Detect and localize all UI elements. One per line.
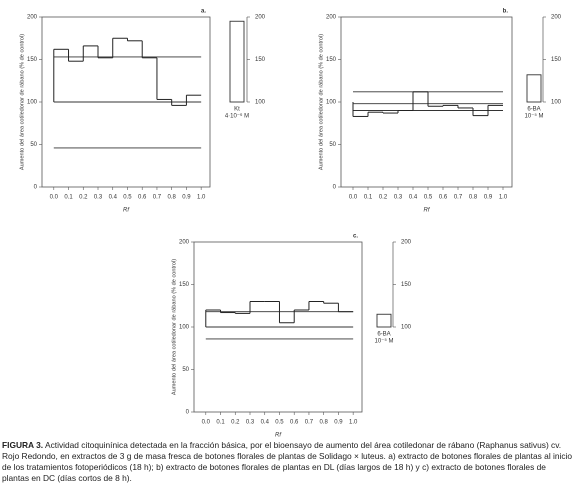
panel-label: c. <box>353 234 358 240</box>
y-tick-label: 200 <box>179 240 190 246</box>
x-axis-label: Rf <box>275 433 282 439</box>
x-tick-label: 0.9 <box>484 195 493 201</box>
x-tick-label: 0.3 <box>94 195 103 201</box>
x-tick-label: 0.5 <box>424 195 433 201</box>
x-tick-label: 0.8 <box>320 420 329 426</box>
y-tick-label: 100 <box>27 100 38 106</box>
standard-concentration: 10⁻⁵ M <box>375 338 394 345</box>
y-tick-label: 150 <box>27 57 38 63</box>
standard-bar <box>229 20 245 103</box>
x-tick-label: 0.4 <box>261 420 270 426</box>
y-axis-label: Aumento del área cotiledonar de rábano (… <box>318 34 324 170</box>
y-tick-label: 150 <box>179 282 190 288</box>
x-tick-label: 0.0 <box>202 420 211 426</box>
x-tick-label: 0.8 <box>469 195 478 201</box>
x-tick-label: 0.7 <box>153 195 162 201</box>
standard-bar <box>376 313 392 328</box>
y2-tick-label: 200 <box>255 15 266 21</box>
x-tick-label: 0.5 <box>123 195 132 201</box>
y-tick-label: 50 <box>182 367 189 373</box>
standard-name: Kt <box>234 107 240 113</box>
y-tick-label: 100 <box>326 100 337 106</box>
x-tick-label: 0.0 <box>349 195 358 201</box>
x-tick-label: 0.1 <box>64 195 73 201</box>
y-tick-label: 50 <box>329 142 336 148</box>
x-tick-label: 0.3 <box>394 195 403 201</box>
x-tick-label: 1.0 <box>349 420 358 426</box>
x-tick-label: 0.6 <box>439 195 448 201</box>
x-tick-label: 0.9 <box>334 420 343 426</box>
y2-tick-label: 150 <box>551 57 562 63</box>
x-tick-label: 0.7 <box>454 195 463 201</box>
x-tick-label: 0.3 <box>246 420 255 426</box>
x-tick-label: 0.2 <box>231 420 240 426</box>
y-tick-label: 50 <box>30 142 37 148</box>
x-tick-label: 0.2 <box>379 195 388 201</box>
y2-tick-label: 150 <box>401 282 412 288</box>
y2-tick-label: 150 <box>255 57 266 63</box>
y-tick-label: 0 <box>34 185 38 191</box>
standard-concentration: 4·10⁻⁶ M <box>225 113 249 120</box>
standard-bar <box>526 74 542 103</box>
y2-tick-label: 100 <box>255 100 266 106</box>
y-tick-label: 150 <box>326 57 337 63</box>
x-tick-label: 1.0 <box>197 195 206 201</box>
x-tick-label: 0.4 <box>409 195 418 201</box>
x-tick-label: 0.8 <box>168 195 177 201</box>
caption: Actividad citoquinínica detectada en la … <box>2 440 573 483</box>
standard-name: 6-BA <box>527 107 540 113</box>
panels: a. 0 50 100 150 200 0.0 0.1 0.2 0.3 0.4 0.5 0.6 0.7 0.… <box>19 9 562 439</box>
y2-tick-label: 100 <box>551 100 562 106</box>
y-tick-label: 200 <box>326 15 337 21</box>
panel-label: b. <box>503 9 509 15</box>
panel-label: a. <box>201 9 206 15</box>
x-tick-label: 0.5 <box>275 420 284 426</box>
y-tick-label: 0 <box>186 410 190 416</box>
x-axis-label: Rf <box>123 208 130 214</box>
standard-concentration: 10⁻⁵ M <box>525 113 544 120</box>
plot-frame <box>340 16 513 188</box>
x-tick-label: 0.1 <box>216 420 225 426</box>
y-axis-label: Aumento del área cotiledonar de rábano (… <box>171 259 177 395</box>
standard-name: 6-BA <box>377 332 390 338</box>
y-tick-label: 100 <box>179 325 190 331</box>
y2-tick-label: 100 <box>401 325 412 331</box>
x-tick-label: 0.9 <box>182 195 191 201</box>
x-axis-label: Rf <box>424 208 431 214</box>
x-tick-label: 0.7 <box>305 420 314 426</box>
y2-tick-label: 200 <box>401 240 412 246</box>
y-axis-label: Aumento del área cotiledonar de rábano (… <box>19 34 25 170</box>
y2-tick-label: 200 <box>551 15 562 21</box>
x-tick-label: 0.2 <box>79 195 88 201</box>
y-tick-label: 200 <box>27 15 38 21</box>
caption-block: FIGURA 3. Actividad citoquinínica detect… <box>2 440 574 484</box>
x-tick-label: 0.4 <box>109 195 118 201</box>
x-tick-label: 1.0 <box>499 195 508 201</box>
caption-label: FIGURA 3. <box>2 440 44 450</box>
y-tick-label: 0 <box>333 185 337 191</box>
x-tick-label: 0.6 <box>290 420 299 426</box>
x-tick-label: 0.0 <box>50 195 59 201</box>
x-tick-label: 0.6 <box>138 195 147 201</box>
x-tick-label: 0.1 <box>364 195 373 201</box>
